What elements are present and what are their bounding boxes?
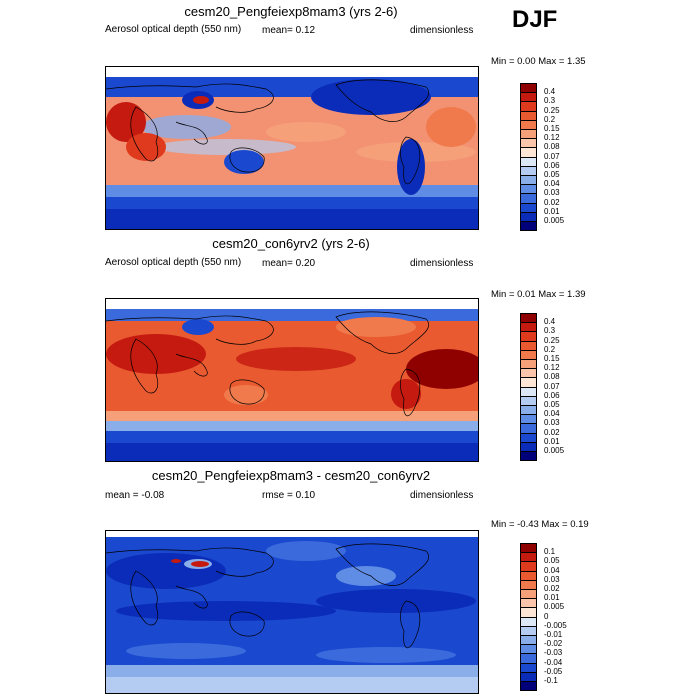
legend-label: 0.2 [544, 114, 556, 124]
panel-2-minmax: Min = 0.01 Max = 1.39 [491, 289, 586, 300]
legend-label: 0.25 [544, 105, 560, 115]
legend-label: 0.01 [544, 593, 560, 603]
panel-3-minmax: Min = -0.43 Max = 0.19 [491, 519, 589, 530]
legend-label: 0 [544, 611, 549, 621]
panel-3-units-label: dimensionless [410, 490, 474, 501]
legend-label: -0.1 [544, 676, 558, 685]
legend-label: 0.12 [544, 133, 560, 143]
panel-3-rmse-label: rmse = 0.10 [262, 490, 316, 501]
panel-2-map [105, 298, 479, 462]
legend-label: 0.3 [544, 96, 556, 106]
legend-label: 0.06 [544, 390, 560, 400]
legend-label: 0.08 [544, 142, 560, 152]
legend-label: 0.25 [544, 335, 560, 345]
panel-1-minmax: Min = 0.00 Max = 1.35 [491, 56, 586, 67]
legend-label: 0.08 [544, 372, 560, 382]
panel-1-title: cesm20_Pengfeiexp8mam3 (yrs 2-6) [184, 4, 398, 19]
legend-label: 0.005 [544, 216, 565, 225]
legend-label: 0.02 [544, 197, 560, 207]
legend-label: 0.2 [544, 344, 556, 354]
panel-1-units-label: dimensionless [410, 25, 474, 36]
panel-2-mean-label: mean= 0.20 [262, 258, 316, 269]
panel-2-map-svg [106, 299, 478, 461]
legend-label: 0.1 [544, 547, 556, 557]
legend-swatch [520, 451, 537, 462]
legend-label: 0.15 [544, 354, 560, 363]
legend-label: -0.02 [544, 639, 563, 649]
legend-label: 0.01 [544, 206, 560, 216]
season-label: DJF [512, 6, 558, 33]
legend-label: 0.005 [544, 446, 565, 455]
legend-label: 0.06 [544, 160, 560, 170]
legend-label: 0.05 [544, 556, 560, 566]
legend-label: 0.03 [544, 418, 560, 428]
legend-label: 0.03 [544, 574, 560, 584]
panel-3-mean-label: mean = -0.08 [105, 490, 165, 501]
panel-1-mean-label: mean= 0.12 [262, 25, 316, 36]
panel-2-variable-label: Aerosol optical depth (550 nm) [105, 257, 242, 268]
panel-2-title: cesm20_con6yrv2 (yrs 2-6) [212, 236, 370, 251]
legend-label: 0.04 [544, 565, 560, 575]
legend-label: 0.12 [544, 363, 560, 373]
legend-label: 0.03 [544, 188, 560, 198]
legend-label: 0.07 [544, 151, 560, 161]
legend-label: 0.05 [544, 170, 560, 179]
legend-label: 0.04 [544, 409, 560, 419]
panel-2-units-label: dimensionless [410, 258, 474, 269]
panel-1-map-svg [106, 67, 478, 229]
legend-label: 0.4 [544, 317, 556, 327]
legend-label: 0.07 [544, 381, 560, 391]
legend-label: -0.03 [544, 648, 563, 658]
legend-label: -0.01 [544, 630, 563, 639]
legend-label: 0.4 [544, 87, 556, 97]
legend-label: 0.005 [544, 602, 565, 612]
legend-label: 0.04 [544, 179, 560, 189]
legend-label: 0.05 [544, 400, 560, 409]
legend-swatch [520, 681, 537, 692]
legend-swatch [520, 221, 537, 232]
legend-label: 0.01 [544, 436, 560, 446]
panel-3-map-svg [106, 531, 478, 693]
panel-3-map [105, 530, 479, 694]
panel-1-variable-label: Aerosol optical depth (550 nm) [105, 24, 242, 35]
legend-label: 0.02 [544, 427, 560, 437]
legend-label: -0.05 [544, 666, 563, 676]
panel-3-title: cesm20_Pengfeiexp8mam3 - cesm20_con6yrv2 [151, 468, 431, 483]
legend-label: -0.04 [544, 657, 563, 667]
panel-1-map [105, 66, 479, 230]
legend-label: 0.15 [544, 124, 560, 133]
legend-label: -0.005 [544, 620, 567, 630]
legend-label: 0.3 [544, 326, 556, 336]
legend-label: 0.02 [544, 584, 560, 593]
